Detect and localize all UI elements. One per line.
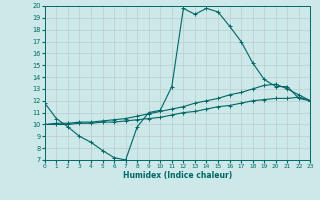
X-axis label: Humidex (Indice chaleur): Humidex (Indice chaleur) [123, 171, 232, 180]
